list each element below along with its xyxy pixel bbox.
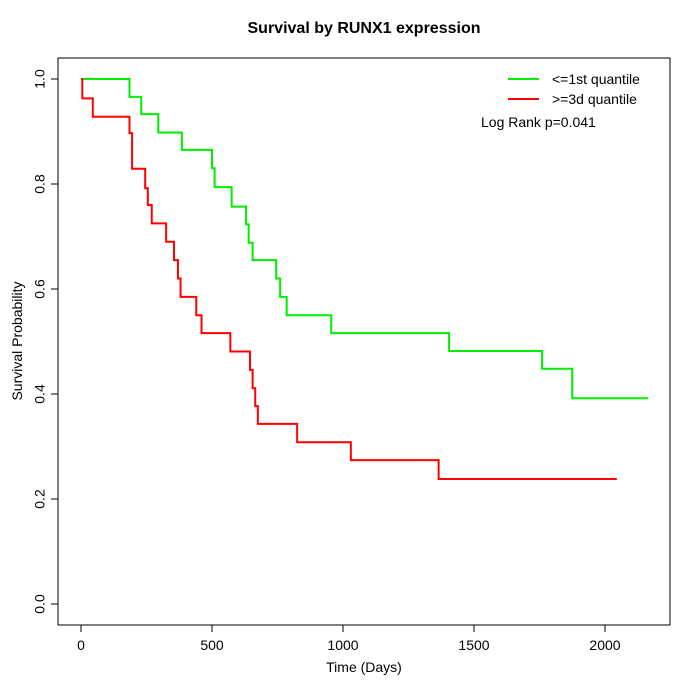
km-curve-quantile3 (81, 78, 617, 481)
legend-line-green (508, 78, 539, 80)
km-curve-quantile1 (81, 78, 649, 400)
y-axis-label-text: Survival Probability (9, 281, 25, 401)
x-tick-label: 1000 (327, 637, 358, 653)
x-tick-label: 0 (77, 637, 85, 653)
chart-title: Survival by RUNX1 expression (247, 20, 481, 37)
x-tick-label: 1500 (458, 637, 489, 653)
y-tick-label: 0.6 (32, 279, 48, 299)
legend-item-quantile3: >=3d quantile (508, 89, 640, 109)
y-tick-label: 1.0 (32, 69, 48, 89)
legend-label-quantile3: >=3d quantile (552, 91, 637, 107)
y-tick-label: 0.0 (32, 594, 48, 614)
legend: <=1st quantile >=3d quantile (508, 69, 640, 109)
x-tick-label: 2000 (589, 637, 620, 653)
log-rank-annotation: Log Rank p=0.041 (481, 114, 596, 130)
y-tick-label: 0.8 (32, 174, 48, 194)
y-tick-label: 0.2 (32, 489, 48, 509)
legend-item-quantile1: <=1st quantile (508, 69, 640, 89)
legend-label-quantile1: <=1st quantile (552, 71, 640, 87)
legend-line-red (508, 98, 539, 100)
plot-box (57, 57, 671, 626)
x-axis-label: Time (Days) (326, 659, 402, 675)
x-tick-label: 500 (200, 637, 224, 653)
y-tick-label: 0.4 (32, 384, 48, 404)
